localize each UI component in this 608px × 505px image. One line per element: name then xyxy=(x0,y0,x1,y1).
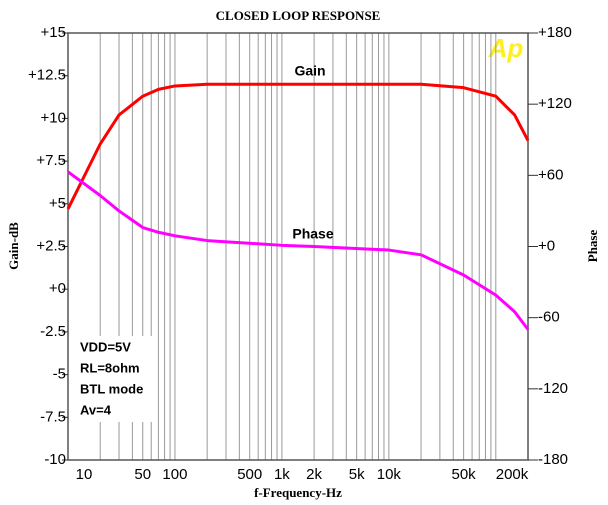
annotation: BTL mode xyxy=(80,381,143,396)
x-tick-label: 500 xyxy=(237,466,262,483)
y2-tick-label: +60 xyxy=(538,166,563,183)
y-tick-label: +12.5 xyxy=(28,67,66,84)
y-tick-label: -7.5 xyxy=(40,408,66,425)
y2-tick-label: -120 xyxy=(538,380,568,397)
y-axis-title: Gain-dB xyxy=(6,222,21,270)
logo: Ap xyxy=(488,33,524,63)
x-tick-label: 50k xyxy=(452,466,477,483)
x-tick-label: 10 xyxy=(76,466,93,483)
y-tick-label: +15 xyxy=(41,24,66,41)
annotation-box xyxy=(69,336,153,422)
x-tick-label: 2k xyxy=(306,466,322,483)
y2-tick-label: +180 xyxy=(538,24,572,41)
y2-axis-title: Phase xyxy=(585,230,600,263)
y-tick-label: +7.5 xyxy=(36,152,66,169)
annotation: Av=4 xyxy=(80,402,112,417)
x-tick-label: 5k xyxy=(349,466,365,483)
y-tick-label: +2.5 xyxy=(36,237,66,254)
x-tick-label: 100 xyxy=(162,466,187,483)
x-tick-label: 50 xyxy=(134,466,151,483)
series-label: Phase xyxy=(292,226,333,242)
y2-tick-label: +120 xyxy=(538,95,572,112)
y-tick-label: +0 xyxy=(49,280,66,297)
y2-tick-label: -60 xyxy=(538,309,560,326)
chart-title: CLOSED LOOP RESPONSE xyxy=(216,8,381,23)
x-tick-label: 200k xyxy=(496,466,529,483)
y-tick-label: -2.5 xyxy=(40,323,66,340)
y-tick-label: -5 xyxy=(53,366,66,383)
series-label: Gain xyxy=(294,63,325,79)
y2-tick-label: -180 xyxy=(538,451,568,468)
y-tick-label: +10 xyxy=(41,109,66,126)
x-axis-title: f-Frequency-Hz xyxy=(254,485,342,500)
y2-tick-label: +0 xyxy=(538,237,555,254)
annotation: VDD=5V xyxy=(80,339,131,354)
annotation: RL=8ohm xyxy=(80,360,140,375)
y-tick-label: -10 xyxy=(44,451,66,468)
x-tick-label: 10k xyxy=(377,466,402,483)
series-line xyxy=(67,170,530,331)
x-tick-label: 1k xyxy=(274,466,290,483)
y-tick-label: +5 xyxy=(49,195,66,212)
series-line xyxy=(66,82,530,210)
